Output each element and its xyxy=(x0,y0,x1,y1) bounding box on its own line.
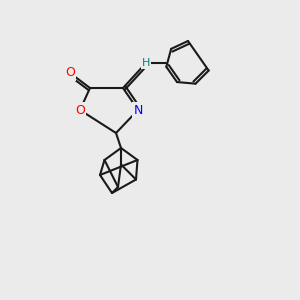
Text: N: N xyxy=(133,103,143,116)
Text: O: O xyxy=(65,67,75,80)
Text: H: H xyxy=(142,58,150,68)
Text: O: O xyxy=(75,103,85,116)
